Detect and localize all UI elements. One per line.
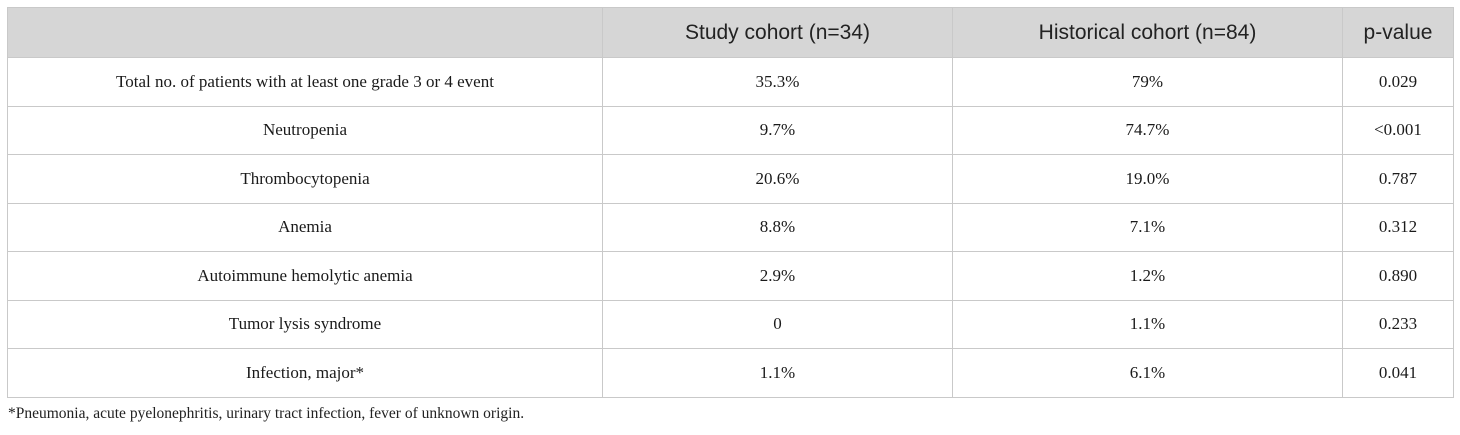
p-value-cell: 0.233 [1342,299,1454,349]
historical-cohort-cell: 7.1% [952,202,1343,252]
table-row: Anemia 8.8% 7.1% 0.312 [7,202,1454,252]
historical-cohort-cell: 1.2% [952,251,1343,301]
table-row: Infection, major* 1.1% 6.1% 0.041 [7,348,1454,398]
header-cell-historical-cohort: Historical cohort (n=84) [952,7,1343,58]
p-value-cell: 0.041 [1342,348,1454,398]
p-value-cell: 0.029 [1342,57,1454,107]
event-cell: Neutropenia [7,105,603,155]
header-row: Study cohort (n=34) Historical cohort (n… [7,7,1454,58]
historical-cohort-cell: 6.1% [952,348,1343,398]
header-cell-p-value: p-value [1342,7,1454,58]
table-footnote: *Pneumonia, acute pyelonephritis, urinar… [8,405,525,422]
table-row: Neutropenia 9.7% 74.7% <0.001 [7,105,1454,155]
p-value-cell: 0.787 [1342,154,1454,204]
study-cohort-cell: 20.6% [602,154,953,204]
event-cell: Infection, major* [7,348,603,398]
historical-cohort-cell: 79% [952,57,1343,107]
study-cohort-cell: 0 [602,299,953,349]
historical-cohort-cell: 1.1% [952,299,1343,349]
header-cell-event [7,7,603,58]
table-row: Tumor lysis syndrome 0 1.1% 0.233 [7,299,1454,349]
table-row: Thrombocytopenia 20.6% 19.0% 0.787 [7,154,1454,204]
p-value-cell: 0.312 [1342,202,1454,252]
p-value-cell: 0.890 [1342,251,1454,301]
event-cell: Thrombocytopenia [7,154,603,204]
event-cell: Total no. of patients with at least one … [7,57,603,107]
header-cell-study-cohort: Study cohort (n=34) [602,7,953,58]
event-cell: Tumor lysis syndrome [7,299,603,349]
historical-cohort-cell: 19.0% [952,154,1343,204]
study-cohort-cell: 2.9% [602,251,953,301]
study-cohort-cell: 9.7% [602,105,953,155]
event-cell: Autoimmune hemolytic anemia [7,251,603,301]
historical-cohort-cell: 74.7% [952,105,1343,155]
adverse-events-table: Study cohort (n=34) Historical cohort (n… [7,7,1454,398]
event-cell: Anemia [7,202,603,252]
table-row: Total no. of patients with at least one … [7,57,1454,107]
p-value-cell: <0.001 [1342,105,1454,155]
study-cohort-cell: 35.3% [602,57,953,107]
table-row: Autoimmune hemolytic anemia 2.9% 1.2% 0.… [7,251,1454,301]
study-cohort-cell: 1.1% [602,348,953,398]
study-cohort-cell: 8.8% [602,202,953,252]
